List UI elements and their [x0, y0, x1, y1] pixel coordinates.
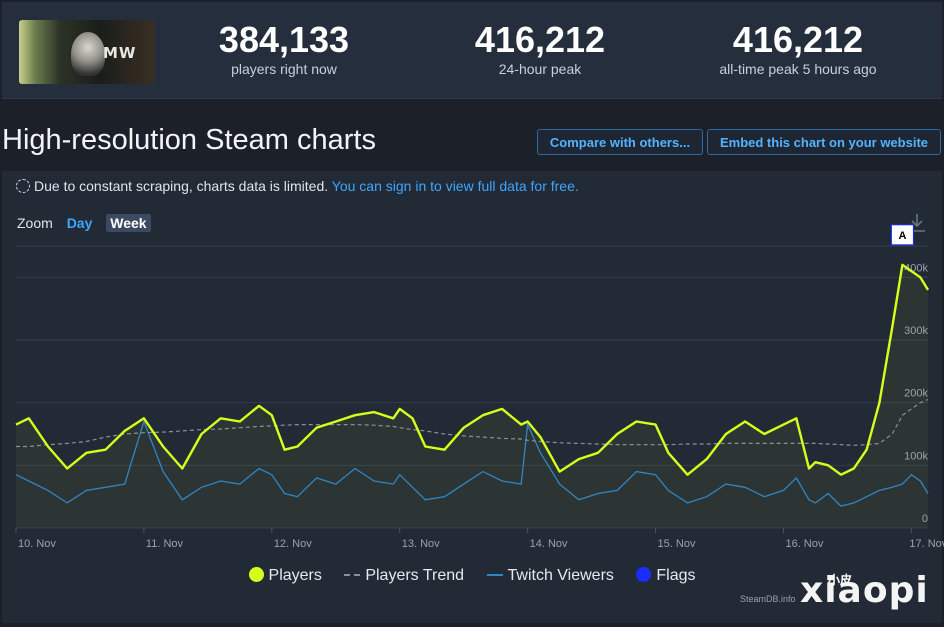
twitch-swatch	[486, 574, 503, 576]
data-limit-notice: Due to constant scraping, charts data is…	[16, 178, 579, 194]
stat-value: 384,133	[218, 19, 350, 60]
stat-value: 416,212	[474, 19, 606, 60]
game-logo-text: MW	[103, 44, 137, 62]
zoom-day-button[interactable]: Day	[66, 215, 93, 231]
watermark-small: 小皮	[828, 573, 853, 587]
chart-legend: Players Players Trend Twitch Viewers Fla…	[0, 567, 944, 585]
notice-text: Due to constant scraping, charts data is…	[34, 178, 329, 194]
legend-players[interactable]: Players	[248, 567, 322, 585]
flag-marker	[890, 224, 914, 246]
legend-players-trend[interactable]: Players Trend	[344, 567, 464, 585]
stat-value: 416,212	[732, 19, 864, 60]
flag-label: A	[898, 230, 906, 242]
zoom-week-button[interactable]: Week	[106, 214, 151, 232]
watermark-logo: xiaopi	[800, 570, 929, 611]
stat-label: players right now	[231, 61, 337, 77]
x-tick-label: 17. Nov	[909, 538, 944, 550]
stat-all-time-peak: 416,212 all-time peak 5 hours ago	[698, 20, 898, 78]
stat-current-players: 384,133 players right now	[198, 20, 370, 78]
y-tick-label: 0	[922, 513, 928, 525]
embed-chart-button[interactable]: Embed this chart on your website	[707, 129, 941, 155]
loading-circle-icon	[16, 179, 30, 193]
twitch-viewers-line	[15, 419, 929, 507]
legend-twitch-viewers[interactable]: Twitch Viewers	[486, 567, 614, 585]
legend-label: Twitch Viewers	[507, 567, 614, 584]
players-trend-line	[16, 398, 929, 448]
stat-label: all-time peak 5 hours ago	[719, 61, 877, 77]
page-title: High-resolution Steam charts	[2, 124, 376, 156]
compare-button[interactable]: Compare with others...	[537, 129, 703, 155]
players-line	[15, 263, 930, 476]
skull-mask-image	[71, 32, 105, 76]
y-tick-label: 100k	[904, 450, 928, 462]
stat-24h-peak: 416,212 24-hour peak	[454, 20, 626, 78]
zoom-control: Zoom Day Week	[17, 214, 151, 232]
trend-swatch	[344, 574, 361, 576]
zoom-label: Zoom	[17, 215, 53, 231]
game-thumbnail[interactable]: MW	[19, 20, 155, 84]
x-tick-label: 10. Nov	[18, 538, 56, 550]
players-swatch	[248, 567, 264, 582]
sign-in-link[interactable]: You can sign in to view full data for fr…	[331, 178, 579, 194]
y-tick-label: 200k	[904, 388, 928, 400]
y-tick-label: 300k	[904, 325, 928, 337]
x-tick-label: 15. Nov	[658, 538, 696, 550]
legend-label: Players	[268, 567, 322, 584]
x-tick-label: 13. Nov	[402, 538, 440, 550]
steamdb-credit: SteamDB.info	[740, 594, 796, 604]
x-tick-label: 14. Nov	[530, 538, 568, 550]
stat-label: 24-hour peak	[498, 61, 582, 77]
stats-bar: MW 384,133 players right now 416,212 24-…	[2, 2, 942, 99]
x-tick-label: 11. Nov	[146, 538, 184, 550]
x-tick-label: 12. Nov	[274, 538, 312, 550]
flags-swatch	[636, 567, 652, 582]
legend-flags[interactable]: Flags	[636, 567, 695, 585]
legend-label: Flags	[656, 567, 696, 584]
players-area	[16, 264, 928, 528]
x-tick-label: 16. Nov	[785, 538, 823, 550]
legend-label: Players Trend	[365, 567, 465, 584]
